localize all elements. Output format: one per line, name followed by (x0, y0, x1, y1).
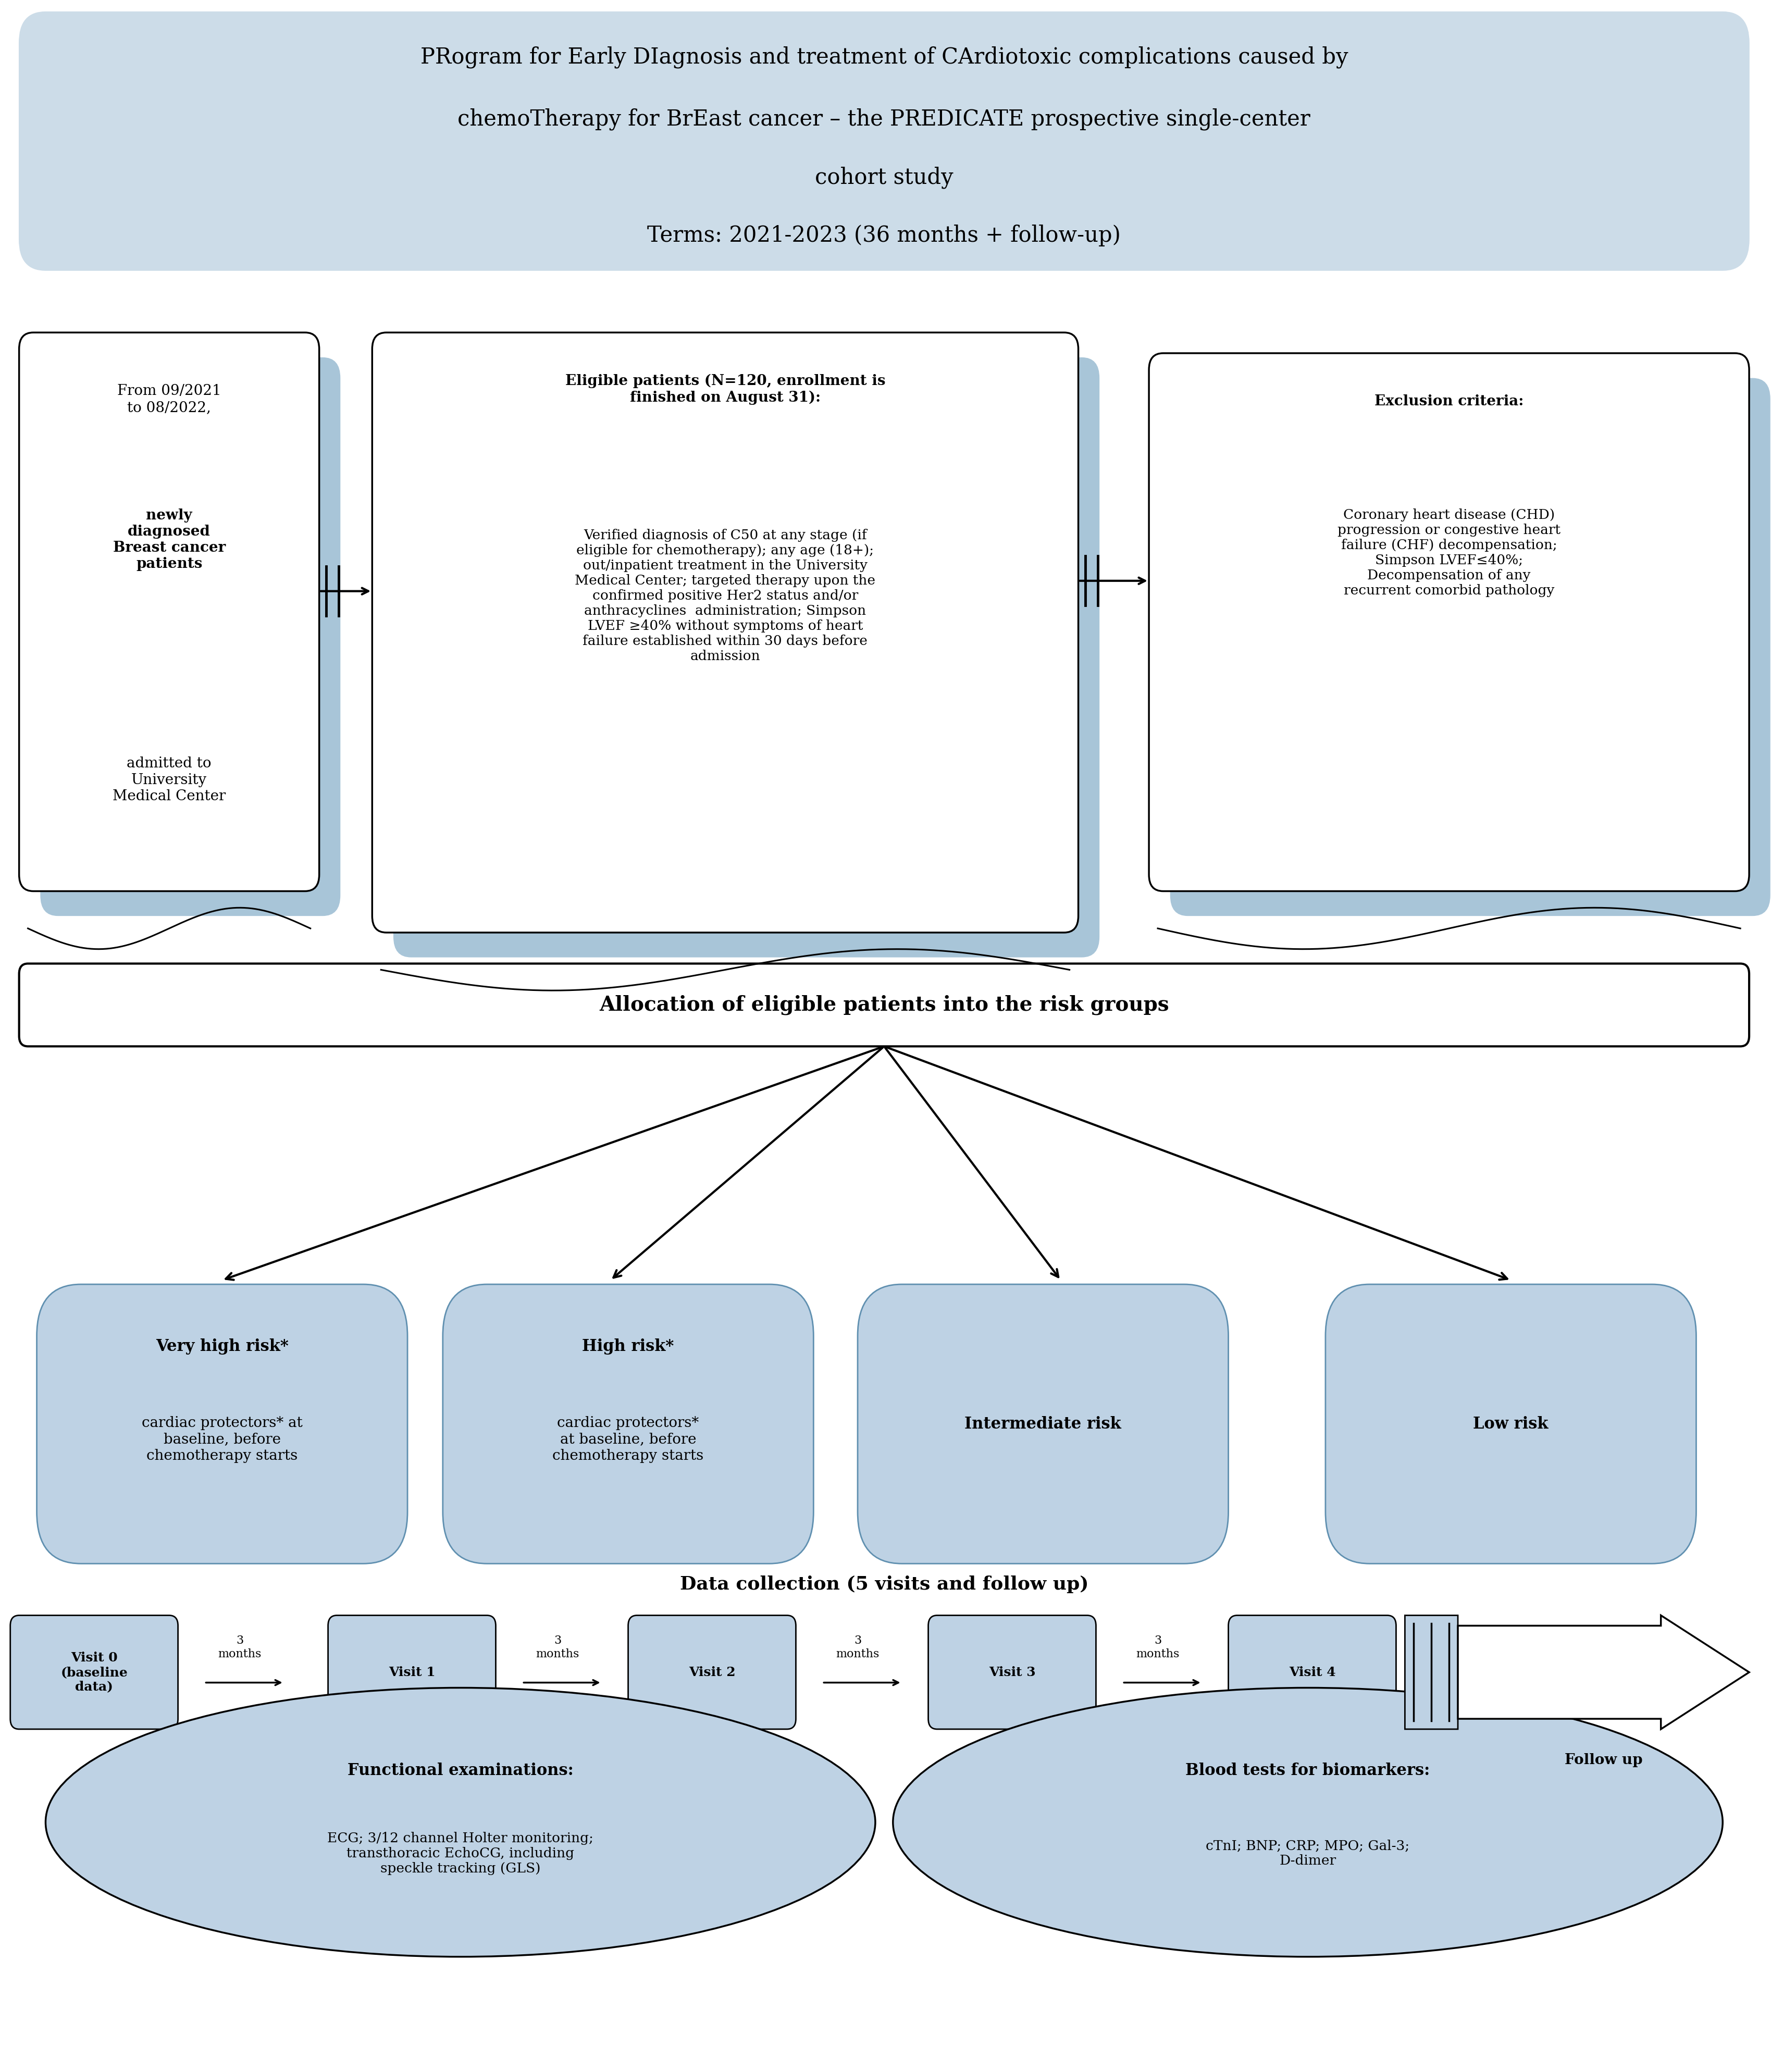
Ellipse shape (893, 1689, 1723, 1956)
Text: PRogram for Early DIagnosis and treatment of CArdiotoxic complications caused by: PRogram for Early DIagnosis and treatmen… (420, 46, 1348, 68)
FancyBboxPatch shape (11, 1616, 177, 1730)
Text: Very high risk*: Very high risk* (156, 1339, 289, 1355)
FancyBboxPatch shape (37, 1285, 407, 1564)
Text: Intermediate risk: Intermediate risk (965, 1415, 1121, 1432)
Text: Allocation of eligible patients into the risk groups: Allocation of eligible patients into the… (599, 995, 1169, 1015)
Text: Coronary heart disease (CHD)
progression or congestive heart
failure (CHF) decom: Coronary heart disease (CHD) progression… (1337, 508, 1560, 597)
Text: From 09/2021
to 08/2022,: From 09/2021 to 08/2022, (117, 383, 221, 414)
FancyBboxPatch shape (1149, 352, 1750, 891)
FancyBboxPatch shape (19, 12, 1750, 271)
FancyBboxPatch shape (328, 1616, 496, 1730)
Text: cardiac protectors*
at baseline, before
chemotherapy starts: cardiac protectors* at baseline, before … (553, 1415, 703, 1463)
Text: 3
months: 3 months (537, 1635, 579, 1660)
Polygon shape (1458, 1616, 1750, 1730)
Text: Terms: 2021-2023 (36 months + follow-up): Terms: 2021-2023 (36 months + follow-up) (648, 224, 1121, 247)
FancyBboxPatch shape (1404, 1616, 1458, 1730)
Text: Visit 1: Visit 1 (388, 1666, 436, 1678)
FancyBboxPatch shape (629, 1616, 795, 1730)
Text: Low risk: Low risk (1473, 1415, 1548, 1432)
Text: Visit 3: Visit 3 (988, 1666, 1036, 1678)
Text: chemoTherapy for BrEast cancer – the PREDICATE prospective single-center: chemoTherapy for BrEast cancer – the PRE… (457, 108, 1311, 131)
FancyBboxPatch shape (19, 963, 1750, 1046)
FancyBboxPatch shape (443, 1285, 813, 1564)
Text: newly
diagnosed
Breast cancer
patients: newly diagnosed Breast cancer patients (113, 508, 225, 572)
FancyBboxPatch shape (372, 332, 1079, 932)
Text: 3
months: 3 months (1135, 1635, 1179, 1660)
Text: ECG; 3/12 channel Holter monitoring;
transthoracic EchoCG, including
speckle tra: ECG; 3/12 channel Holter monitoring; tra… (328, 1832, 593, 1875)
Text: cohort study: cohort study (815, 166, 953, 189)
FancyBboxPatch shape (1229, 1616, 1396, 1730)
FancyBboxPatch shape (1171, 377, 1771, 916)
FancyBboxPatch shape (19, 332, 319, 891)
Text: Eligible patients (N=120, enrollment is
finished on August 31):: Eligible patients (N=120, enrollment is … (565, 373, 886, 404)
Text: Visit 4: Visit 4 (1289, 1666, 1335, 1678)
Ellipse shape (46, 1689, 875, 1956)
Text: cardiac protectors* at
baseline, before
chemotherapy starts: cardiac protectors* at baseline, before … (142, 1415, 303, 1463)
Text: Follow up: Follow up (1564, 1753, 1642, 1767)
FancyBboxPatch shape (41, 356, 340, 916)
Text: Blood tests for biomarkers:: Blood tests for biomarkers: (1185, 1763, 1431, 1778)
FancyBboxPatch shape (393, 356, 1100, 957)
Text: Functional examinations:: Functional examinations: (347, 1763, 574, 1778)
Text: Visit 2: Visit 2 (689, 1666, 735, 1678)
FancyBboxPatch shape (928, 1616, 1096, 1730)
Text: Verified diagnosis of C50 at any stage (if
eligible for chemotherapy); any age (: Verified diagnosis of C50 at any stage (… (576, 528, 875, 663)
Text: 3
months: 3 months (836, 1635, 880, 1660)
Text: admitted to
University
Medical Center: admitted to University Medical Center (113, 756, 225, 804)
FancyBboxPatch shape (857, 1285, 1229, 1564)
FancyBboxPatch shape (1325, 1285, 1697, 1564)
Text: 3
months: 3 months (218, 1635, 262, 1660)
Text: Data collection (5 visits and follow up): Data collection (5 visits and follow up) (680, 1575, 1089, 1593)
Text: Visit 0
(baseline
data): Visit 0 (baseline data) (60, 1651, 128, 1693)
Text: cTnI; BNP; CRP; MPO; Gal-3;
D-dimer: cTnI; BNP; CRP; MPO; Gal-3; D-dimer (1206, 1840, 1410, 1867)
Text: High risk*: High risk* (583, 1339, 675, 1355)
Text: Exclusion criteria:: Exclusion criteria: (1374, 394, 1523, 408)
